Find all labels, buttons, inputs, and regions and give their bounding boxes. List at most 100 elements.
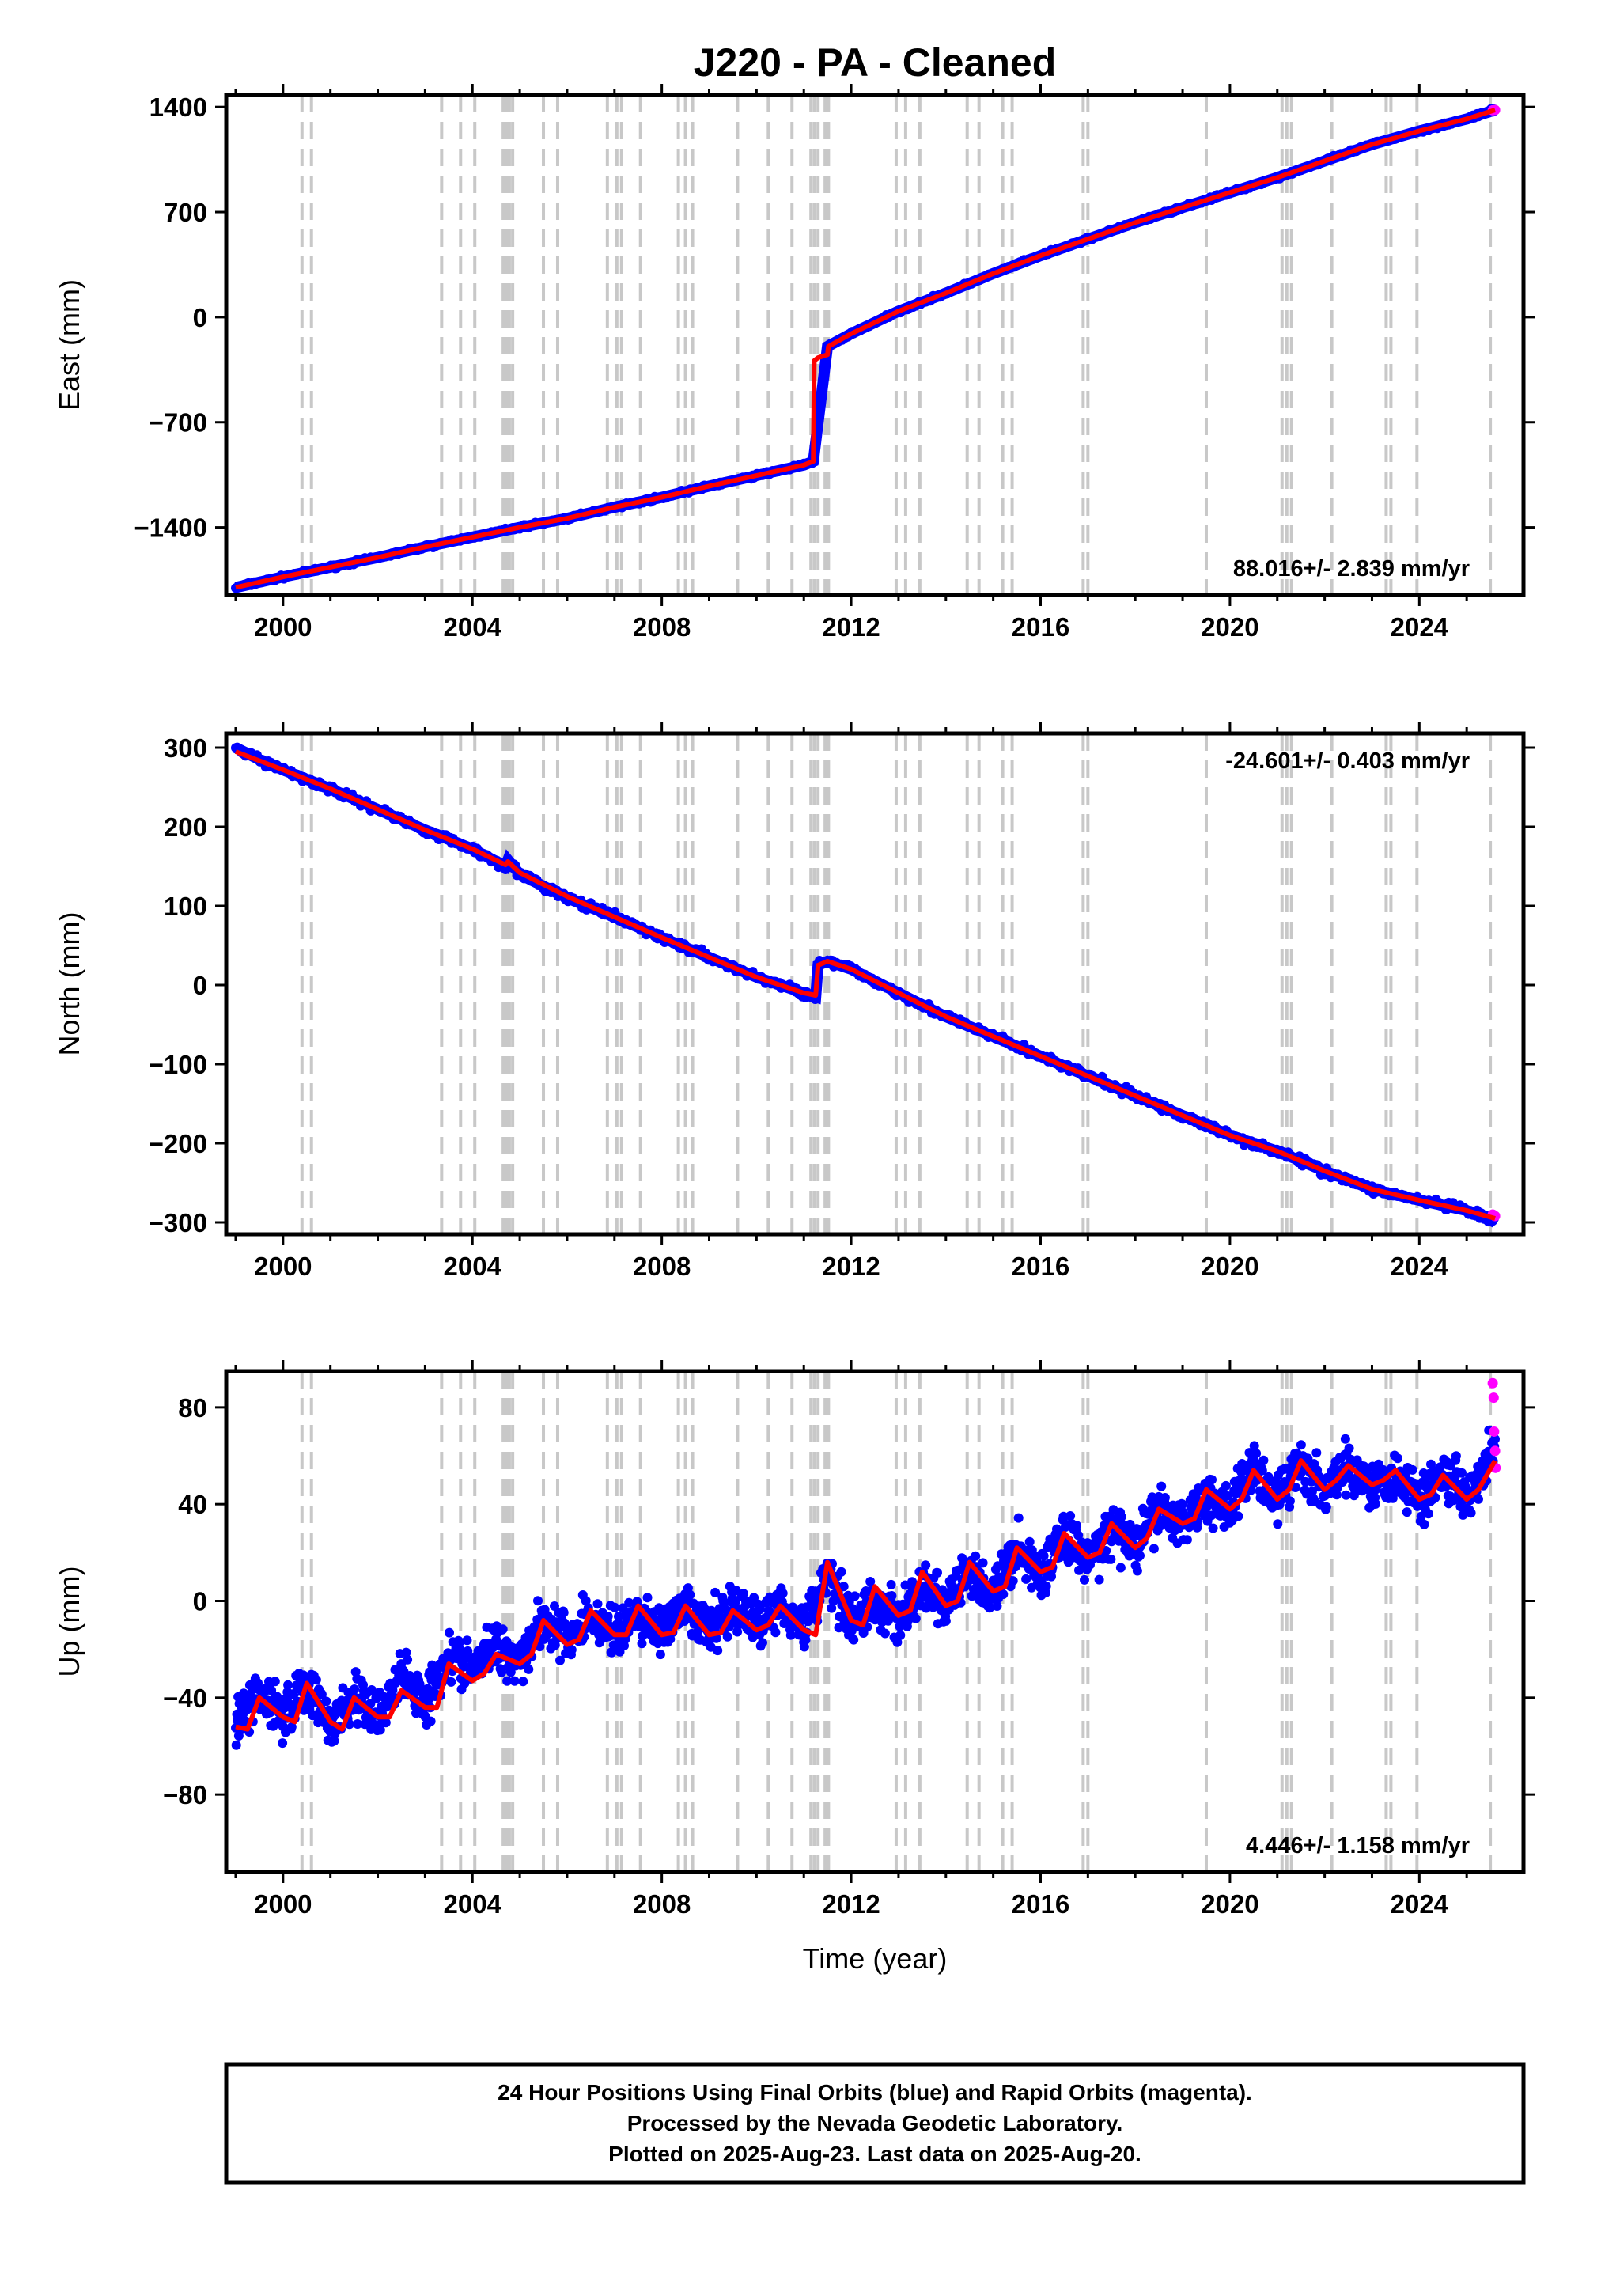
final-orbit-point (713, 1646, 723, 1656)
final-orbit-point (445, 1627, 454, 1638)
final-orbit-point (978, 1558, 988, 1568)
up-panel: 2000 2004 2008 2012 2016 2020 2024 80 40 0 −40 −80 U… (53, 1360, 1535, 1919)
final-orbit-point (738, 1589, 748, 1599)
final-orbit-point (785, 1630, 796, 1640)
final-orbit-point (270, 1677, 280, 1687)
final-orbit-point (1182, 1535, 1192, 1545)
final-orbit-point (1207, 1475, 1217, 1485)
final-orbit-point (566, 1645, 577, 1655)
final-orbit-point (353, 1719, 362, 1729)
x-tick-label: 2020 (1201, 1252, 1258, 1281)
final-orbit-point (1073, 1530, 1084, 1540)
final-orbit-point (624, 1597, 634, 1608)
y-axis-label: East (mm) (53, 279, 85, 411)
final-orbit-point (1233, 1511, 1243, 1521)
x-tick-label: 2012 (822, 1252, 880, 1281)
north-panel: 2000 2004 2008 2012 2016 2020 2024 300 200 100 0 −1… (53, 722, 1535, 1281)
final-orbit-point (1340, 1434, 1350, 1444)
final-orbit-point (998, 1589, 1009, 1599)
final-orbit-point (655, 1650, 665, 1660)
x-tick-label: 2024 (1391, 1252, 1449, 1281)
final-orbit-point (316, 1689, 327, 1699)
final-orbit-point (731, 1586, 741, 1596)
y-tick-label: 1400 (150, 93, 207, 122)
final-orbit-point (524, 1664, 534, 1674)
final-orbit-point (1407, 1464, 1417, 1475)
rate-label: -24.601+/- 0.403 mm/yr (1225, 748, 1470, 774)
final-orbit-point (1387, 1493, 1398, 1503)
final-orbit-trace (234, 104, 1497, 593)
x-tick-label: 2024 (1391, 612, 1449, 642)
final-orbit-point (401, 1647, 411, 1658)
final-orbit-point (1065, 1511, 1076, 1521)
y-tick-label: −700 (149, 408, 207, 438)
final-orbit-point (722, 1631, 732, 1642)
final-orbit-point (910, 1613, 921, 1623)
final-orbit-point (1080, 1574, 1089, 1585)
final-orbit-point (380, 1718, 391, 1728)
final-orbit-point (1344, 1443, 1354, 1453)
final-orbit-point (592, 1599, 603, 1609)
final-orbit-point (1039, 1551, 1049, 1561)
final-orbit-point (231, 1740, 241, 1750)
final-orbit-point (283, 1680, 293, 1690)
final-orbit-point (286, 1722, 297, 1732)
final-orbit-point (758, 1638, 767, 1648)
final-orbit-point (321, 1696, 331, 1707)
final-orbit-trace (233, 742, 1497, 1228)
model-line (234, 749, 1496, 1221)
final-orbit-point (1457, 1468, 1467, 1478)
x-tick-label: 2016 (1012, 612, 1069, 642)
final-orbit-point (366, 1685, 377, 1695)
final-orbit-point (1021, 1574, 1031, 1584)
y-tick-label: 80 (178, 1393, 207, 1423)
final-orbit-point (770, 1627, 781, 1638)
final-orbit-point (498, 1624, 508, 1635)
final-orbit-series (231, 742, 1499, 1228)
final-orbit-point (497, 1667, 507, 1677)
model-line (235, 1458, 1497, 1732)
y-tick-label: 300 (164, 733, 207, 763)
final-orbit-point (1258, 1455, 1269, 1465)
final-orbit-point (948, 1582, 958, 1592)
final-orbit-point (850, 1591, 860, 1601)
final-orbit-point (610, 1602, 620, 1612)
x-tick-label: 2016 (1012, 1889, 1069, 1919)
final-orbit-point (1156, 1481, 1167, 1491)
final-orbit-point (1257, 1465, 1267, 1476)
plot-frame (224, 1369, 1526, 1874)
final-orbit-point (1451, 1451, 1461, 1461)
final-orbit-point (1285, 1496, 1295, 1506)
final-orbit-point (1221, 1480, 1231, 1491)
final-orbit-point (1013, 1513, 1024, 1523)
final-orbit-point (1132, 1566, 1142, 1576)
final-orbit-point (375, 1725, 385, 1735)
final-orbit-point (1106, 1554, 1116, 1564)
final-orbit-point (267, 1685, 277, 1695)
final-orbit-point (455, 1637, 465, 1647)
x-tick-label: 2008 (633, 1889, 691, 1919)
final-orbit-point (1423, 1509, 1433, 1519)
final-orbit-point (509, 1676, 520, 1686)
final-orbit-point (614, 1612, 623, 1622)
rapid-orbit-point (1489, 1426, 1500, 1437)
final-orbit-point (1307, 1487, 1317, 1497)
x-tick-label: 2004 (444, 612, 502, 642)
final-orbit-point (1124, 1551, 1134, 1561)
final-orbit-point (1296, 1440, 1306, 1450)
y-tick-label: −80 (163, 1780, 207, 1809)
final-orbit-point (403, 1654, 413, 1665)
final-orbit-point (886, 1579, 896, 1589)
final-orbit-point (1177, 1499, 1187, 1510)
final-orbit-point (1321, 1502, 1331, 1512)
x-tick-label: 2008 (633, 1252, 691, 1281)
final-orbit-point (895, 1630, 906, 1640)
y-tick-label: 200 (164, 813, 207, 842)
final-orbit-point (462, 1635, 472, 1646)
final-orbit-point (992, 1601, 1002, 1611)
final-orbit-point (1311, 1448, 1322, 1458)
final-orbit-point (710, 1587, 721, 1597)
final-orbit-point (1273, 1519, 1283, 1529)
final-orbit-point (1393, 1453, 1402, 1464)
x-tick-label: 2020 (1201, 1889, 1258, 1919)
